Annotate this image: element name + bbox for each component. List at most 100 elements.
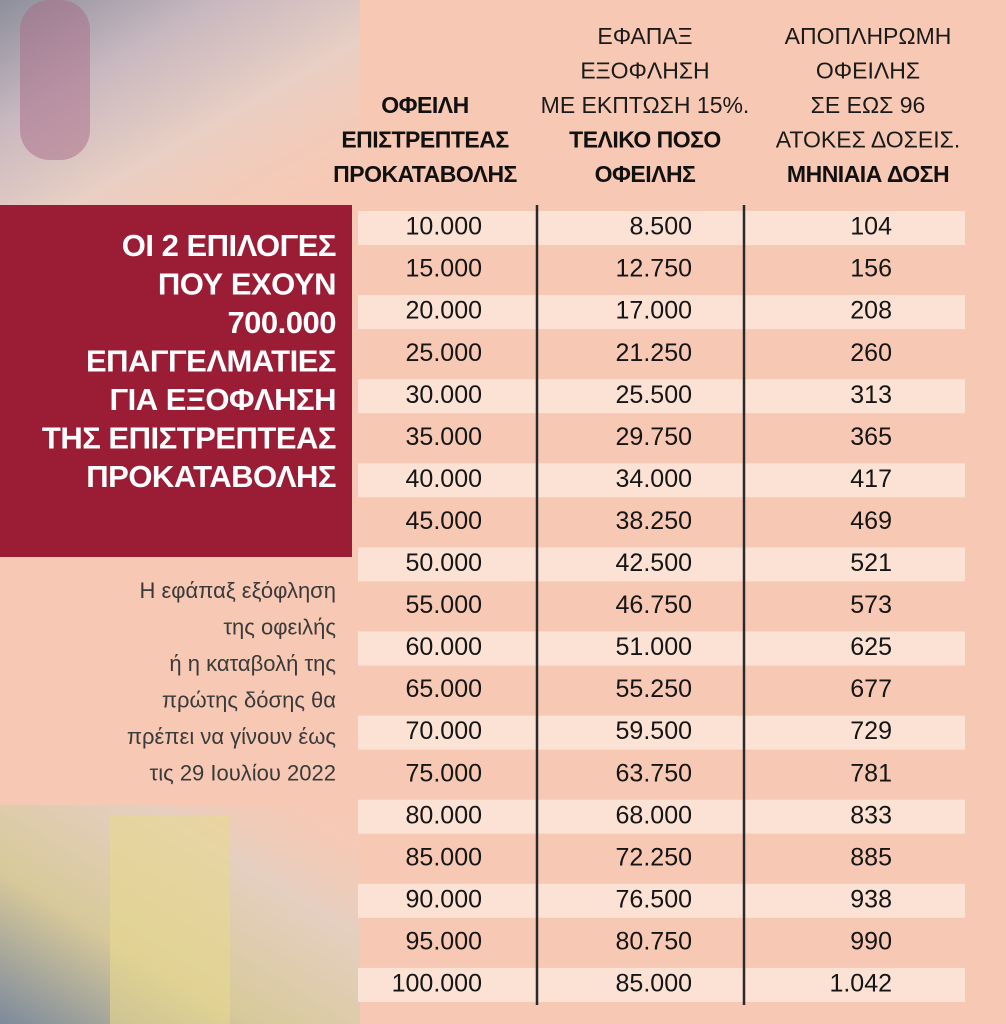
- photo-detail: [20, 0, 90, 160]
- cell: 85.000: [406, 843, 482, 871]
- header-line: ΕΦΑΠΑΞ: [597, 23, 692, 49]
- cell: 313: [850, 381, 892, 409]
- cell: 20.000: [406, 297, 482, 325]
- note-line: πρώτης δόσης θα: [162, 687, 336, 712]
- header-title: ΤΕΛΙΚΟ ΠΟΣΟ: [569, 127, 721, 153]
- cell: 30.000: [406, 381, 482, 409]
- cell: 35.000: [406, 423, 482, 451]
- row-stripe: [358, 715, 965, 750]
- cell: 10.000: [406, 213, 482, 241]
- header-title: ΟΦΕΙΛΗΣ: [595, 161, 696, 187]
- header-title: ΟΦΕΙΛΗ: [381, 92, 468, 118]
- cell: 469: [850, 507, 892, 535]
- cell: 34.000: [616, 465, 692, 493]
- cell: 80.750: [616, 927, 692, 955]
- headline-line: ΕΠΑΓΓΕΛΜΑΤΙΕΣ: [86, 344, 336, 379]
- header-title: ΕΠΙΣΤΡΕΠΤΕΑΣ: [341, 127, 509, 153]
- cell: 72.250: [616, 843, 692, 871]
- cell: 208: [850, 297, 892, 325]
- row-stripes: [358, 211, 965, 1002]
- row-stripe: [358, 547, 965, 582]
- cell: 100.000: [392, 970, 482, 998]
- cell: 260: [850, 339, 892, 367]
- cell: 40.000: [406, 465, 482, 493]
- cell: 990: [850, 927, 892, 955]
- row-stripe: [358, 967, 965, 1002]
- cell: 59.500: [616, 717, 692, 745]
- header-line: ΣΕ ΕΩΣ 96: [811, 92, 926, 118]
- cell: 55.000: [406, 591, 482, 619]
- row-stripe: [358, 295, 965, 330]
- cell: 729: [850, 717, 892, 745]
- cell: 104: [850, 213, 892, 241]
- cell: 29.750: [616, 423, 692, 451]
- row-stripe: [358, 799, 965, 834]
- cell: 51.000: [616, 633, 692, 661]
- header-line: ΑΤΟΚΕΣ ΔΟΣΕΙΣ.: [776, 127, 961, 153]
- row-stripe: [358, 883, 965, 918]
- cell: 45.000: [406, 507, 482, 535]
- headline-line: ΟΙ 2 ΕΠΙΛΟΓΕΣ: [122, 228, 336, 263]
- note-line: ή η καταβολή της: [169, 651, 336, 676]
- cell: 417: [850, 465, 892, 493]
- cell: 625: [850, 633, 892, 661]
- cell: 573: [850, 591, 892, 619]
- row-stripe: [358, 463, 965, 498]
- note-line: της οφειλής: [223, 614, 336, 639]
- headline-line: 700.000: [227, 305, 336, 340]
- row-stripe: [358, 211, 965, 245]
- note-line: τις 29 Ιουλίου 2022: [150, 760, 336, 785]
- headline-line: ΠΟΥ ΕΧΟΥΝ: [158, 267, 336, 302]
- cell: 521: [850, 549, 892, 577]
- row-stripe: [358, 379, 965, 414]
- header-line: ΕΞΟΦΛΗΣΗ: [580, 58, 709, 84]
- header-line: ΜΕ ΕΚΠΤΩΣΗ 15%.: [541, 92, 750, 118]
- cell: 63.750: [616, 759, 692, 787]
- cell: 75.000: [406, 759, 482, 787]
- header-title: ΠΡΟΚΑΤΑΒΟΛΗΣ: [333, 161, 517, 187]
- cell: 17.000: [616, 297, 692, 325]
- cell: 38.250: [616, 507, 692, 535]
- cell: 1.042: [829, 970, 892, 998]
- cell: 46.750: [616, 591, 692, 619]
- headline-box: [0, 205, 352, 557]
- cell: 95.000: [406, 927, 482, 955]
- header-title: ΜΗΝΙΑΙΑ ΔΟΣΗ: [787, 161, 949, 187]
- cell: 25.500: [616, 381, 692, 409]
- note-line: πρέπει να γίνουν έως: [127, 724, 336, 749]
- cell: 677: [850, 675, 892, 703]
- cell: 12.750: [616, 255, 692, 283]
- cell: 70.000: [406, 717, 482, 745]
- headline-line: ΤΗΣ ΕΠΙΣΤΡΕΠΤΕΑΣ: [42, 421, 336, 456]
- cell: 50.000: [406, 549, 482, 577]
- cell: 885: [850, 843, 892, 871]
- note-line: Η εφάπαξ εξόφληση: [139, 578, 336, 603]
- cell: 833: [850, 801, 892, 829]
- cell: 781: [850, 759, 892, 787]
- header-line: ΑΠΟΠΛΗΡΩΜΗ: [785, 23, 952, 49]
- cell: 15.000: [406, 255, 482, 283]
- cell: 60.000: [406, 633, 482, 661]
- cell: 365: [850, 423, 892, 451]
- cell: 68.000: [616, 801, 692, 829]
- cell: 65.000: [406, 675, 482, 703]
- cell: 938: [850, 885, 892, 913]
- cell: 85.000: [616, 970, 692, 998]
- cell: 21.250: [616, 339, 692, 367]
- cell: 76.500: [616, 885, 692, 913]
- cell: 8.500: [629, 213, 692, 241]
- cell: 42.500: [616, 549, 692, 577]
- cell: 55.250: [616, 675, 692, 703]
- cell: 156: [850, 255, 892, 283]
- row-stripe: [358, 631, 965, 666]
- headline-line: ΓΙΑ ΕΞΟΦΛΗΣΗ: [110, 382, 337, 417]
- cell: 90.000: [406, 885, 482, 913]
- photo-detail: [110, 815, 230, 1024]
- headline-line: ΠΡΟΚΑΤΑΒΟΛΗΣ: [86, 459, 336, 494]
- cell: 80.000: [406, 801, 482, 829]
- header-line: ΟΦΕΙΛΗΣ: [816, 58, 920, 84]
- cell: 25.000: [406, 339, 482, 367]
